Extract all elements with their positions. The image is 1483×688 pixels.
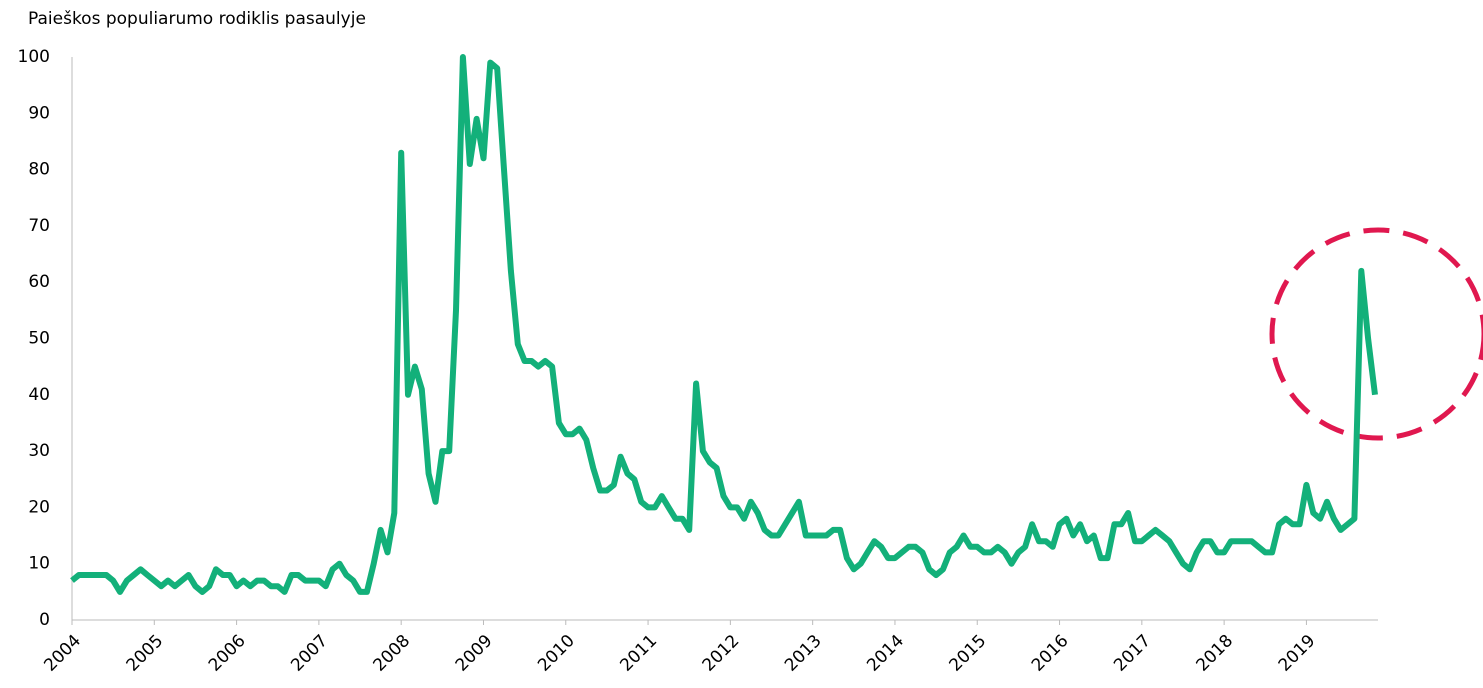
x-tick-label: 2012 xyxy=(699,631,744,676)
x-tick-label: 2004 xyxy=(40,631,85,676)
x-tick-label: 2013 xyxy=(781,631,826,676)
y-tick-label: 10 xyxy=(28,554,50,574)
y-tick-label: 90 xyxy=(28,103,50,123)
y-tick-label: 0 xyxy=(39,610,50,630)
x-tick-label: 2005 xyxy=(123,631,168,676)
x-tick-label: 2018 xyxy=(1192,631,1237,676)
y-tick-label: 50 xyxy=(28,329,50,349)
highlight-circle xyxy=(1269,227,1483,441)
x-tick-label: 2006 xyxy=(205,631,250,676)
x-tick-label: 2009 xyxy=(452,631,497,676)
x-tick-label: 2019 xyxy=(1275,631,1320,676)
x-tick-label: 2014 xyxy=(863,631,908,676)
x-tick-label: 2007 xyxy=(287,631,332,676)
x-tick-label: 2017 xyxy=(1110,631,1155,676)
y-tick-label: 40 xyxy=(28,385,50,405)
data-line xyxy=(70,54,1378,595)
y-tick-label: 80 xyxy=(28,160,50,180)
x-tick-label: 2010 xyxy=(534,631,579,676)
x-tick-label: 2008 xyxy=(370,631,415,676)
y-tick-label: 70 xyxy=(28,216,50,236)
chart-title: Paieškos populiarumo rodiklis pasaulyje xyxy=(28,9,366,29)
y-tick-label: 20 xyxy=(28,497,50,517)
y-tick-label: 60 xyxy=(28,272,50,292)
y-tick-label: 30 xyxy=(28,441,50,461)
x-tick-label: 2015 xyxy=(946,631,991,676)
x-tick-label: 2016 xyxy=(1028,631,1073,676)
x-tick-label: 2011 xyxy=(616,631,661,676)
y-tick-label: 100 xyxy=(18,47,50,67)
